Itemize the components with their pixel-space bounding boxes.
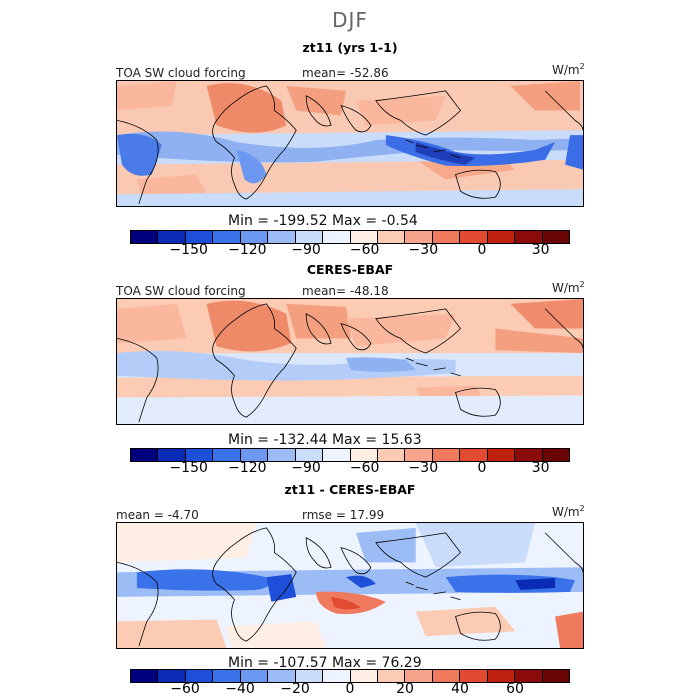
colorbar-cell: [460, 670, 488, 682]
colorbar-cell: [432, 449, 461, 461]
colorbar-cell: [268, 670, 296, 682]
colorbar-cell: [460, 449, 488, 461]
colorbar-cell: [185, 449, 214, 461]
colorbar-tick-label: −60: [349, 242, 380, 258]
colorbar-cell: [185, 670, 214, 682]
colorbar-cell: [515, 449, 543, 461]
panel-1-variable-label: TOA SW cloud forcing: [116, 66, 246, 80]
colorbar-cell: [405, 231, 433, 243]
panel-1-mean-label: mean= -52.86: [302, 66, 389, 80]
colorbar-cell: [542, 449, 569, 461]
panel-3-mean-label: mean = -4.70: [116, 508, 199, 522]
colorbar-cell: [268, 449, 296, 461]
colorbar-tick-label: −150: [169, 242, 208, 258]
colorbar-cell: [432, 670, 461, 682]
colorbar-cell: [515, 670, 543, 682]
colorbar-cell: [131, 231, 159, 243]
colorbar-tick-label: 60: [506, 681, 524, 697]
colorbar-cell: [405, 670, 433, 682]
colorbar-cell: [213, 231, 241, 243]
colorbar-cell: [350, 231, 378, 243]
colorbar-tick-label: 0: [477, 460, 487, 476]
panel-1-title: zt11 (yrs 1-1): [302, 40, 398, 55]
panel-2-minmax: Min = -132.44 Max = 15.63: [228, 432, 422, 448]
panel-2-units: W/m2: [552, 280, 585, 295]
colorbar-cell: [487, 449, 516, 461]
colorbar-cell: [432, 231, 461, 243]
colorbar-cell: [185, 231, 214, 243]
panel-3-colorbar: [130, 669, 570, 683]
colorbar-cell: [460, 231, 488, 243]
panel-3-rmse-label: rmse = 17.99: [302, 508, 385, 522]
panel-1-map: [116, 80, 584, 207]
colorbar-tick-label: 20: [396, 681, 414, 697]
colorbar-cell: [295, 449, 324, 461]
panel-2-map: [116, 298, 584, 425]
colorbar-cell: [377, 670, 406, 682]
panel-1-minmax: Min = -199.52 Max = -0.54: [228, 213, 418, 229]
colorbar-cell: [515, 231, 543, 243]
figure-title: DJF: [332, 8, 368, 32]
colorbar-cell: [323, 231, 351, 243]
colorbar-cell: [323, 449, 351, 461]
colorbar-cell: [158, 231, 186, 243]
colorbar-cell: [377, 449, 406, 461]
colorbar-cell: [240, 670, 269, 682]
panel-3-map: [116, 522, 584, 649]
panel-1-colorbar: [130, 230, 570, 244]
colorbar-cell: [240, 231, 269, 243]
colorbar-cell: [131, 449, 159, 461]
colorbar-tick-label: −30: [408, 460, 439, 476]
colorbar-cell: [158, 449, 186, 461]
colorbar-tick-label: 0: [345, 681, 355, 697]
colorbar-cell: [213, 670, 241, 682]
colorbar-tick-label: −60: [349, 460, 380, 476]
panel-2-mean-label: mean= -48.18: [302, 284, 389, 298]
colorbar-cell: [350, 449, 378, 461]
panel-2-title: CERES-EBAF: [306, 262, 394, 277]
colorbar-tick-label: −120: [228, 242, 267, 258]
colorbar-cell: [542, 670, 569, 682]
colorbar-cell: [542, 231, 569, 243]
colorbar-cell: [295, 670, 324, 682]
colorbar-cell: [487, 670, 516, 682]
colorbar-cell: [295, 231, 324, 243]
colorbar-tick-label: 0: [477, 242, 487, 258]
panel-3-minmax: Min = -107.57 Max = 76.29: [228, 655, 422, 671]
colorbar-cell: [240, 449, 269, 461]
colorbar-tick-label: −90: [291, 242, 321, 258]
colorbar-tick-label: −20: [280, 681, 310, 697]
colorbar-tick-label: −90: [291, 460, 321, 476]
panel-2-variable-label: TOA SW cloud forcing: [116, 284, 246, 298]
colorbar-tick-label: −150: [169, 460, 208, 476]
colorbar-tick-label: 30: [531, 242, 550, 258]
colorbar-cell: [350, 670, 378, 682]
colorbar-cell: [487, 231, 516, 243]
colorbar-tick-label: −120: [228, 460, 267, 476]
colorbar-cell: [158, 670, 186, 682]
colorbar-cell: [213, 449, 241, 461]
colorbar-tick-label: 30: [531, 460, 550, 476]
colorbar-cell: [131, 670, 159, 682]
colorbar-tick-label: −60: [170, 681, 200, 697]
colorbar-cell: [405, 449, 433, 461]
colorbar-cell: [323, 670, 351, 682]
panel-1-units: W/m2: [552, 62, 585, 77]
panel-3-units: W/m2: [552, 504, 585, 519]
colorbar-tick-label: −30: [408, 242, 439, 258]
colorbar-cell: [268, 231, 296, 243]
panel-3-title: zt11 - CERES-EBAF: [284, 482, 416, 497]
colorbar-cell: [377, 231, 406, 243]
panel-2-colorbar: [130, 448, 570, 462]
colorbar-tick-label: −40: [225, 681, 255, 697]
colorbar-tick-label: 40: [451, 681, 469, 697]
